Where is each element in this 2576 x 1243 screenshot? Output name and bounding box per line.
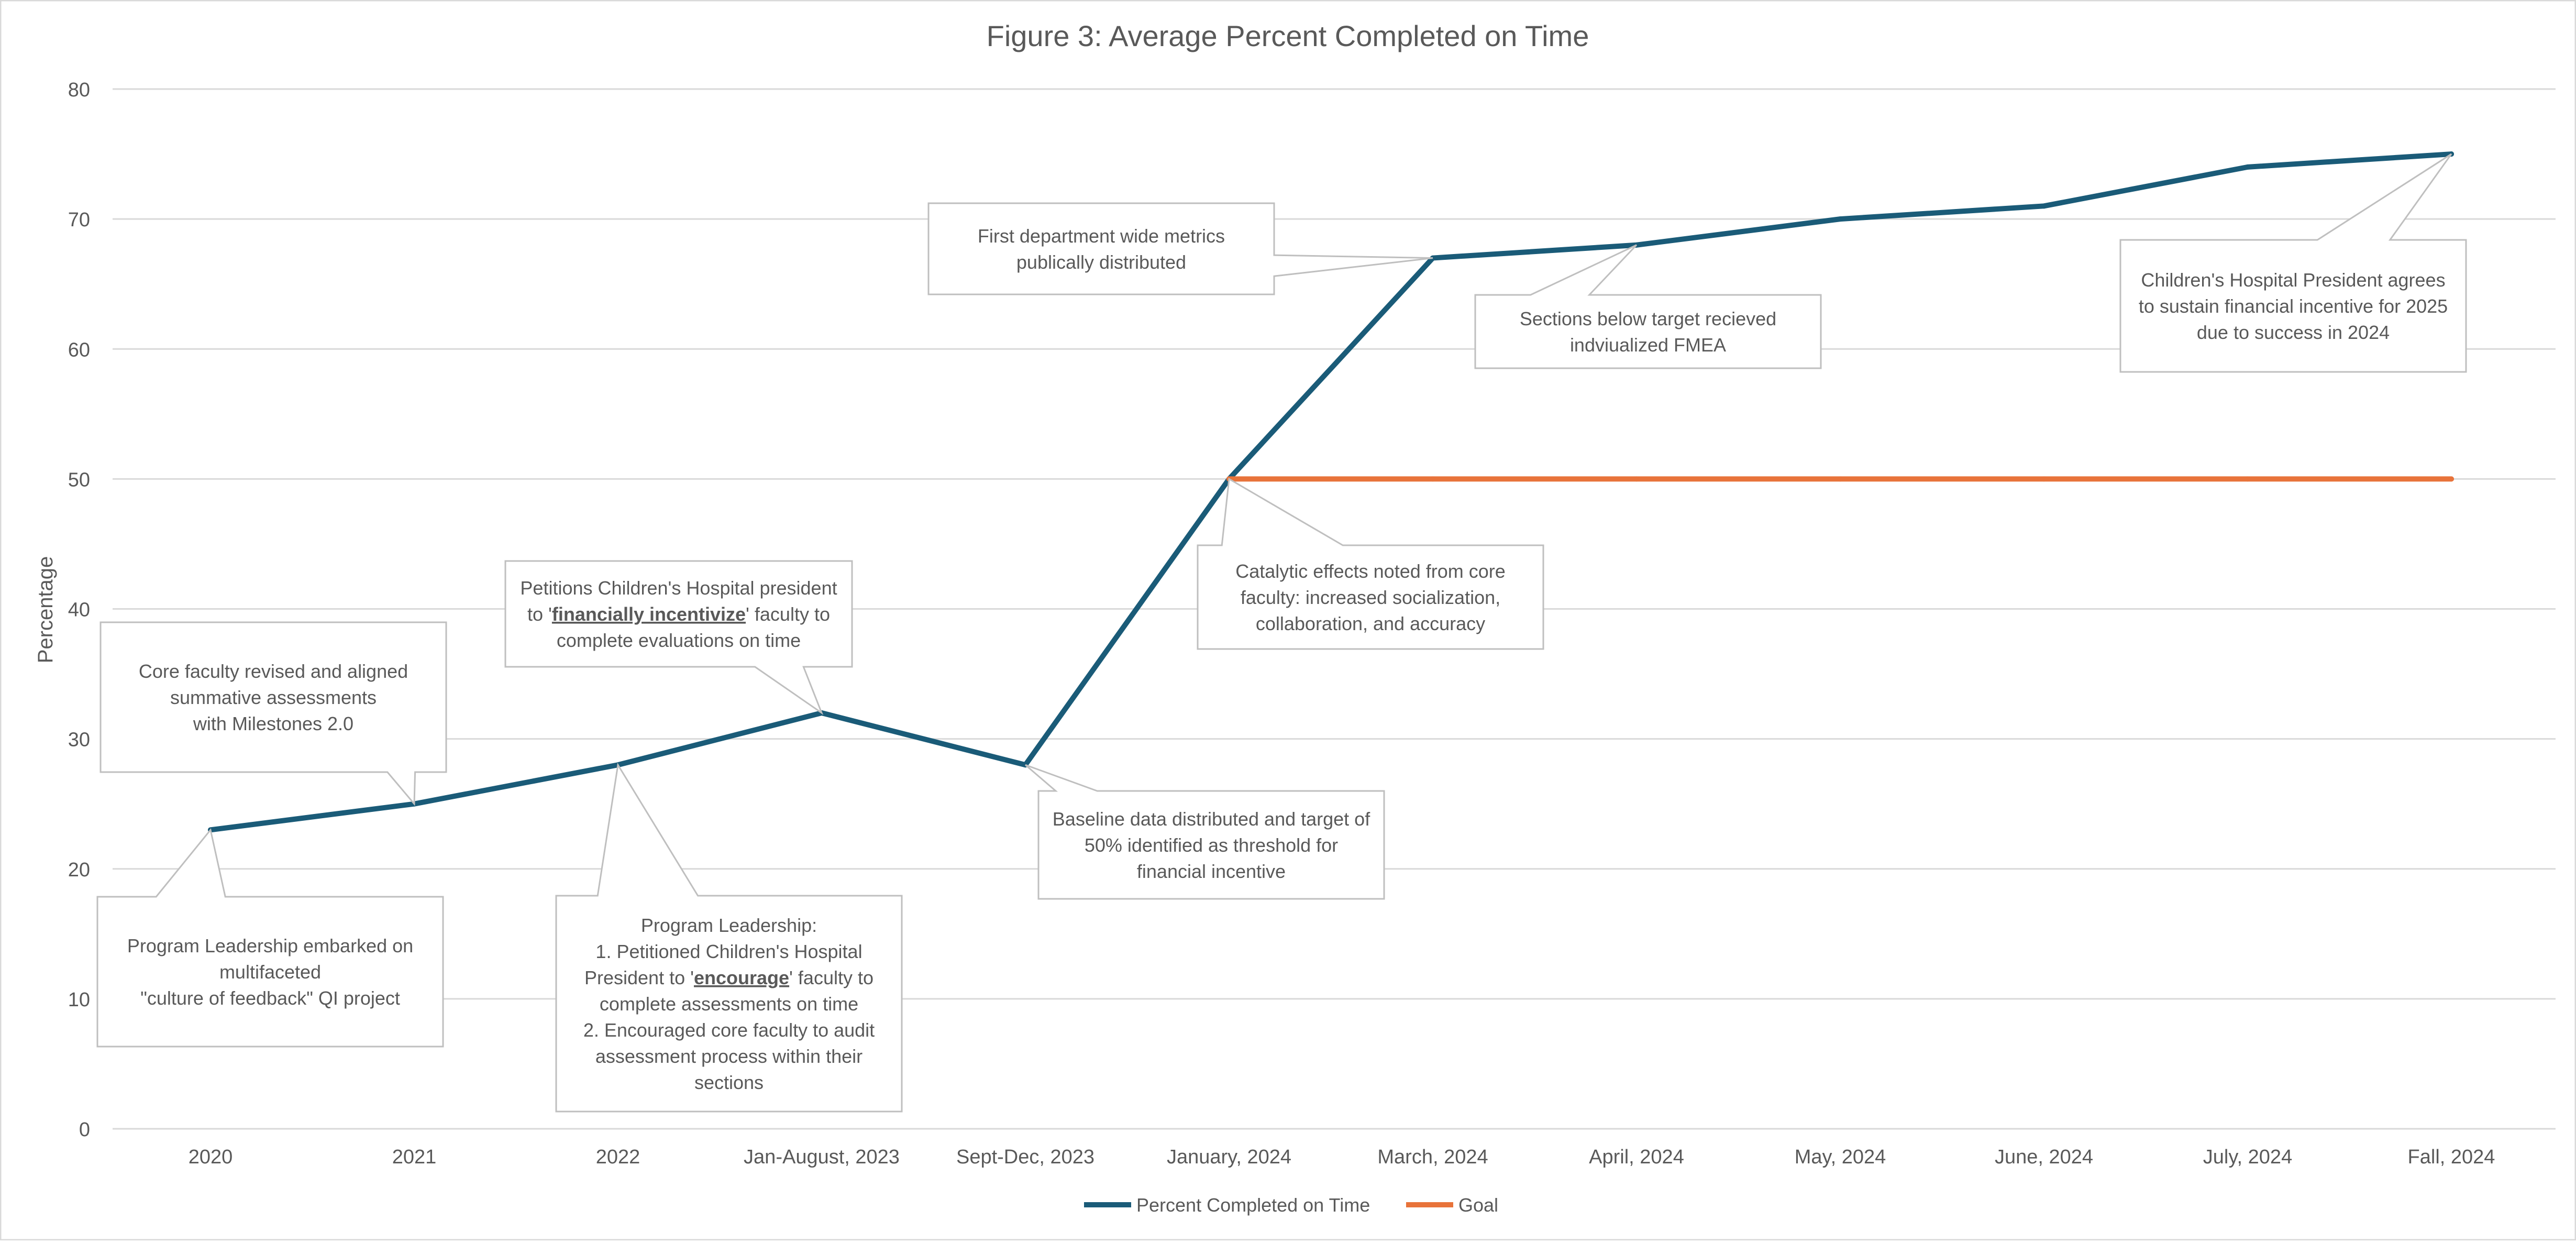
callout-box [1474,244,1822,369]
data-point [1838,216,1843,222]
annotation-text: Catalytic effects noted from core faculty… [1235,560,1506,634]
callout-box [2119,153,2467,373]
annotation-text: Children's Hospital President agrees to s… [2139,269,2448,343]
annotation-text: Program Leadership embarked on multifacet… [127,935,413,1009]
annotation-callout: Baseline data distributed and target of 5… [1025,764,1385,900]
callout-box [555,762,903,1113]
data-point [1430,476,1435,482]
annotation-callout: Catalytic effects noted from core faculty… [1197,477,1544,650]
x-tick-label: Jan-August, 2023 [744,1146,900,1168]
chart-title: Figure 3: Average Percent Completed on T… [987,19,1589,52]
annotation-callout: First department wide metrics publically … [927,202,1433,295]
legend: Percent Completed on Time Goal [1084,1194,1498,1216]
series-line-percent-completed [208,151,2454,833]
x-tick-label: Fall, 2024 [2408,1146,2495,1168]
annotation-callout: Sections below target recieved indviualiz… [1474,244,1822,369]
series-lines [208,151,2454,833]
legend-item: Percent Completed on Time [1084,1194,1370,1216]
legend-item: Goal [1406,1194,1498,1216]
data-point [2041,476,2047,482]
legend-label: Percent Completed on Time [1136,1194,1370,1216]
callout-box [504,560,853,716]
annotation-text: Program Leadership: 1. Petitioned Childre… [583,915,875,1093]
annotation-text: Core faculty revised and aligned summativ… [139,661,408,734]
x-tick-label: June, 2024 [1995,1146,2093,1168]
x-tick-label: 2020 [189,1146,233,1168]
x-tick-label: 2022 [596,1146,640,1168]
x-tick-label: 2021 [392,1146,437,1168]
y-tick-label: 30 [68,729,90,751]
data-point [1634,476,1639,482]
y-tick-label: 60 [68,339,90,361]
y-tick-label: 50 [68,469,90,491]
annotations: Program Leadership embarked on multifacet… [96,153,2467,1113]
annotation-text: First department wide metrics publically … [978,225,1225,273]
x-tick-label: May, 2024 [1795,1146,1886,1168]
data-point [2245,164,2250,170]
x-tick-label: April, 2024 [1589,1146,1684,1168]
y-tick-label: 0 [79,1119,90,1141]
callout-box [1025,764,1385,900]
annotation-callout: Program Leadership embarked on multifacet… [96,828,444,1048]
x-tick-label: July, 2024 [2203,1146,2292,1168]
x-tick-label: Sept-Dec, 2023 [956,1146,1094,1168]
y-tick-label: 80 [68,79,90,101]
y-axis-label: Percentage [34,556,57,664]
data-point [2041,203,2047,209]
y-tick-label: 10 [68,989,90,1011]
y-tick-label: 40 [68,599,90,621]
x-tick-label: March, 2024 [1377,1146,1488,1168]
x-tick-label: January, 2024 [1167,1146,1291,1168]
annotation-callout: Children's Hospital President agrees to s… [2119,153,2467,373]
x-tick-labels: 2020 2021 2022 Jan-August, 2023 Sept-Dec, 20… [189,1146,2495,1168]
annotation-text: Sections below target recieved indviualiz… [1520,308,1776,356]
annotation-callout: Core faculty revised and aligned summativ… [99,621,447,806]
callout-box [927,202,1433,295]
callout-box [99,621,447,806]
callout-box [96,828,444,1048]
y-tick-label: 20 [68,859,90,881]
callout-box [1197,477,1544,650]
y-tick-labels: 0 10 20 30 40 50 60 70 80 [68,79,90,1141]
legend-label: Goal [1458,1194,1498,1216]
data-point [1838,476,1843,482]
y-tick-label: 70 [68,209,90,231]
annotation-text: Petitions Children's Hospital president t… [520,577,837,651]
data-point [2449,476,2454,482]
annotation-callout: Program Leadership: 1. Petitioned Childre… [555,762,903,1113]
data-point [2245,476,2250,482]
annotation-callout: Petitions Children's Hospital president t… [504,560,853,716]
annotation-text: Baseline data distributed and target of 5… [1053,808,1370,882]
